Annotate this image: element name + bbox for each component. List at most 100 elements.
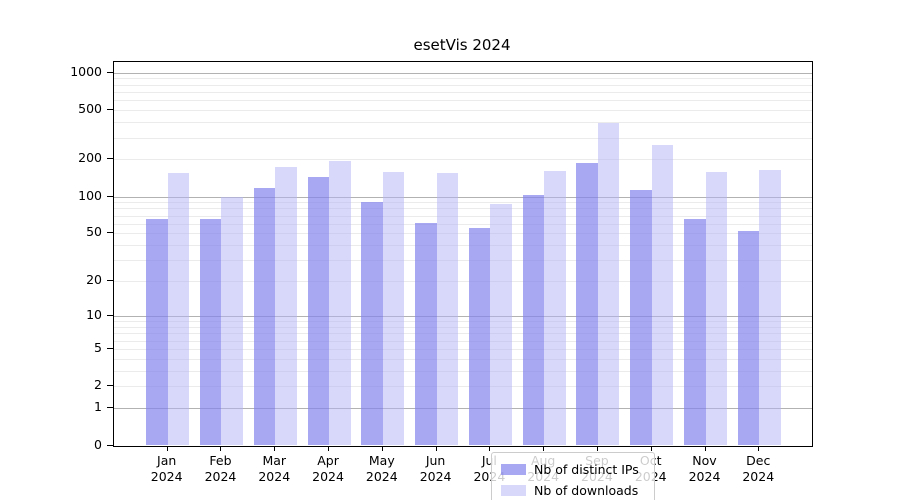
bar-downloads [221, 196, 243, 446]
legend-swatch-distinct-ips [501, 463, 526, 475]
x-tick-mark [166, 445, 168, 451]
bar-downloads [382, 172, 405, 446]
y-tick-mark [106, 195, 113, 197]
y-tick-mark [106, 158, 113, 160]
x-tick-label: Feb 2024 [188, 453, 252, 485]
x-tick-mark [489, 445, 491, 451]
bar-downloads [167, 173, 190, 446]
y-gridline-minor [113, 91, 812, 93]
y-tick-label: 1000 [70, 63, 102, 79]
y-gridline-minor [113, 233, 812, 235]
y-gridline-minor [113, 281, 812, 283]
bar-downloads [759, 169, 781, 446]
legend-row-distinct-ips: Nb of distinct IPs [501, 459, 645, 480]
y-tick-label: 0 [94, 436, 102, 452]
y-tick-mark [106, 407, 113, 409]
y-gridline-major [113, 196, 812, 198]
bar-distinct-ips [307, 176, 330, 446]
x-tick-mark [220, 445, 222, 451]
y-tick-label: 5 [94, 339, 102, 355]
bar-distinct-ips [468, 228, 491, 446]
y-gridline-minor [113, 333, 812, 335]
y-tick-mark [106, 444, 113, 446]
x-tick-mark [435, 445, 437, 451]
y-gridline-major [113, 408, 812, 410]
bar-distinct-ips [684, 219, 706, 446]
bar-distinct-ips [415, 222, 437, 446]
y-tick-mark [106, 347, 113, 349]
bar-downloads [490, 203, 512, 446]
y-gridline-minor [113, 348, 812, 350]
y-tick-label: 50 [86, 224, 102, 240]
y-gridline-minor [113, 370, 812, 372]
bar-downloads [651, 145, 674, 446]
y-tick-label: 100 [78, 187, 102, 203]
y-tick-label: 2 [94, 377, 102, 393]
x-tick-mark [650, 445, 652, 451]
y-gridline-minor [113, 100, 812, 102]
y-gridline-minor [113, 326, 812, 328]
x-tick-label: Dec 2024 [726, 453, 790, 485]
legend-row-downloads: Nb of downloads [501, 480, 645, 500]
x-tick-year: 2024 [150, 468, 183, 484]
y-tick-label: 1 [94, 399, 102, 415]
y-gridline-minor [113, 340, 812, 342]
y-gridline-minor [113, 215, 812, 217]
x-tick-year: 2024 [419, 468, 452, 484]
x-tick-label: Jan 2024 [135, 453, 199, 485]
y-gridline-minor [113, 78, 812, 80]
x-tick-mark [381, 445, 383, 451]
y-tick-mark [106, 315, 113, 317]
y-gridline-major [113, 72, 812, 74]
x-tick-year: 2024 [688, 468, 721, 484]
y-gridline-minor [113, 110, 812, 112]
x-tick-mark [274, 445, 276, 451]
x-tick-year: 2024 [312, 468, 344, 484]
legend-label-distinct-ips: Nb of distinct IPs [534, 461, 639, 477]
y-gridline-minor [113, 358, 812, 360]
bar-downloads [275, 166, 297, 446]
bar-distinct-ips [146, 219, 168, 446]
legend-swatch-downloads [501, 484, 526, 496]
bar-downloads [544, 171, 566, 446]
bar-distinct-ips [199, 218, 222, 446]
x-tick-label: Nov 2024 [673, 453, 737, 485]
y-gridline-minor [113, 159, 812, 161]
bar-downloads [436, 172, 459, 446]
x-tick-mark [543, 445, 545, 451]
y-tick-mark [106, 232, 113, 234]
y-gridline-minor [113, 260, 812, 262]
y-gridline-minor [113, 122, 812, 124]
y-gridline-minor [113, 223, 812, 225]
legend: Nb of distinct IPs Nb of downloads [491, 451, 655, 500]
y-gridline-minor [113, 321, 812, 323]
plot-area: Nb of distinct IPs Nb of downloads [112, 61, 813, 500]
x-tick-year: 2024 [204, 468, 237, 484]
bar-downloads [329, 160, 351, 446]
bar-distinct-ips [522, 195, 545, 446]
bar-distinct-ips [361, 201, 383, 446]
y-tick-label: 10 [86, 307, 102, 323]
y-gridline-minor [113, 202, 812, 204]
legend-label-downloads: Nb of downloads [534, 482, 639, 498]
y-gridline-minor [113, 84, 812, 86]
bar-distinct-ips [737, 231, 760, 446]
bar-downloads [705, 172, 727, 446]
x-tick-mark [596, 445, 598, 451]
x-tick-year: 2024 [742, 468, 775, 484]
x-tick-mark [704, 445, 706, 451]
y-gridline-minor [113, 208, 812, 210]
bar-distinct-ips [630, 190, 652, 446]
y-tick-mark [106, 385, 113, 387]
x-tick-label: Apr 2024 [296, 453, 360, 485]
x-tick-label: Mar 2024 [242, 453, 306, 485]
x-tick-label: May 2024 [350, 453, 414, 485]
x-tick-mark [328, 445, 330, 451]
y-tick-mark [106, 280, 113, 282]
y-tick-label: 500 [78, 101, 102, 117]
y-tick-label: 20 [86, 272, 102, 288]
y-tick-label: 200 [78, 150, 102, 166]
bar-distinct-ips [253, 188, 276, 446]
y-gridline-major [113, 316, 812, 318]
x-tick-year: 2024 [258, 468, 291, 484]
